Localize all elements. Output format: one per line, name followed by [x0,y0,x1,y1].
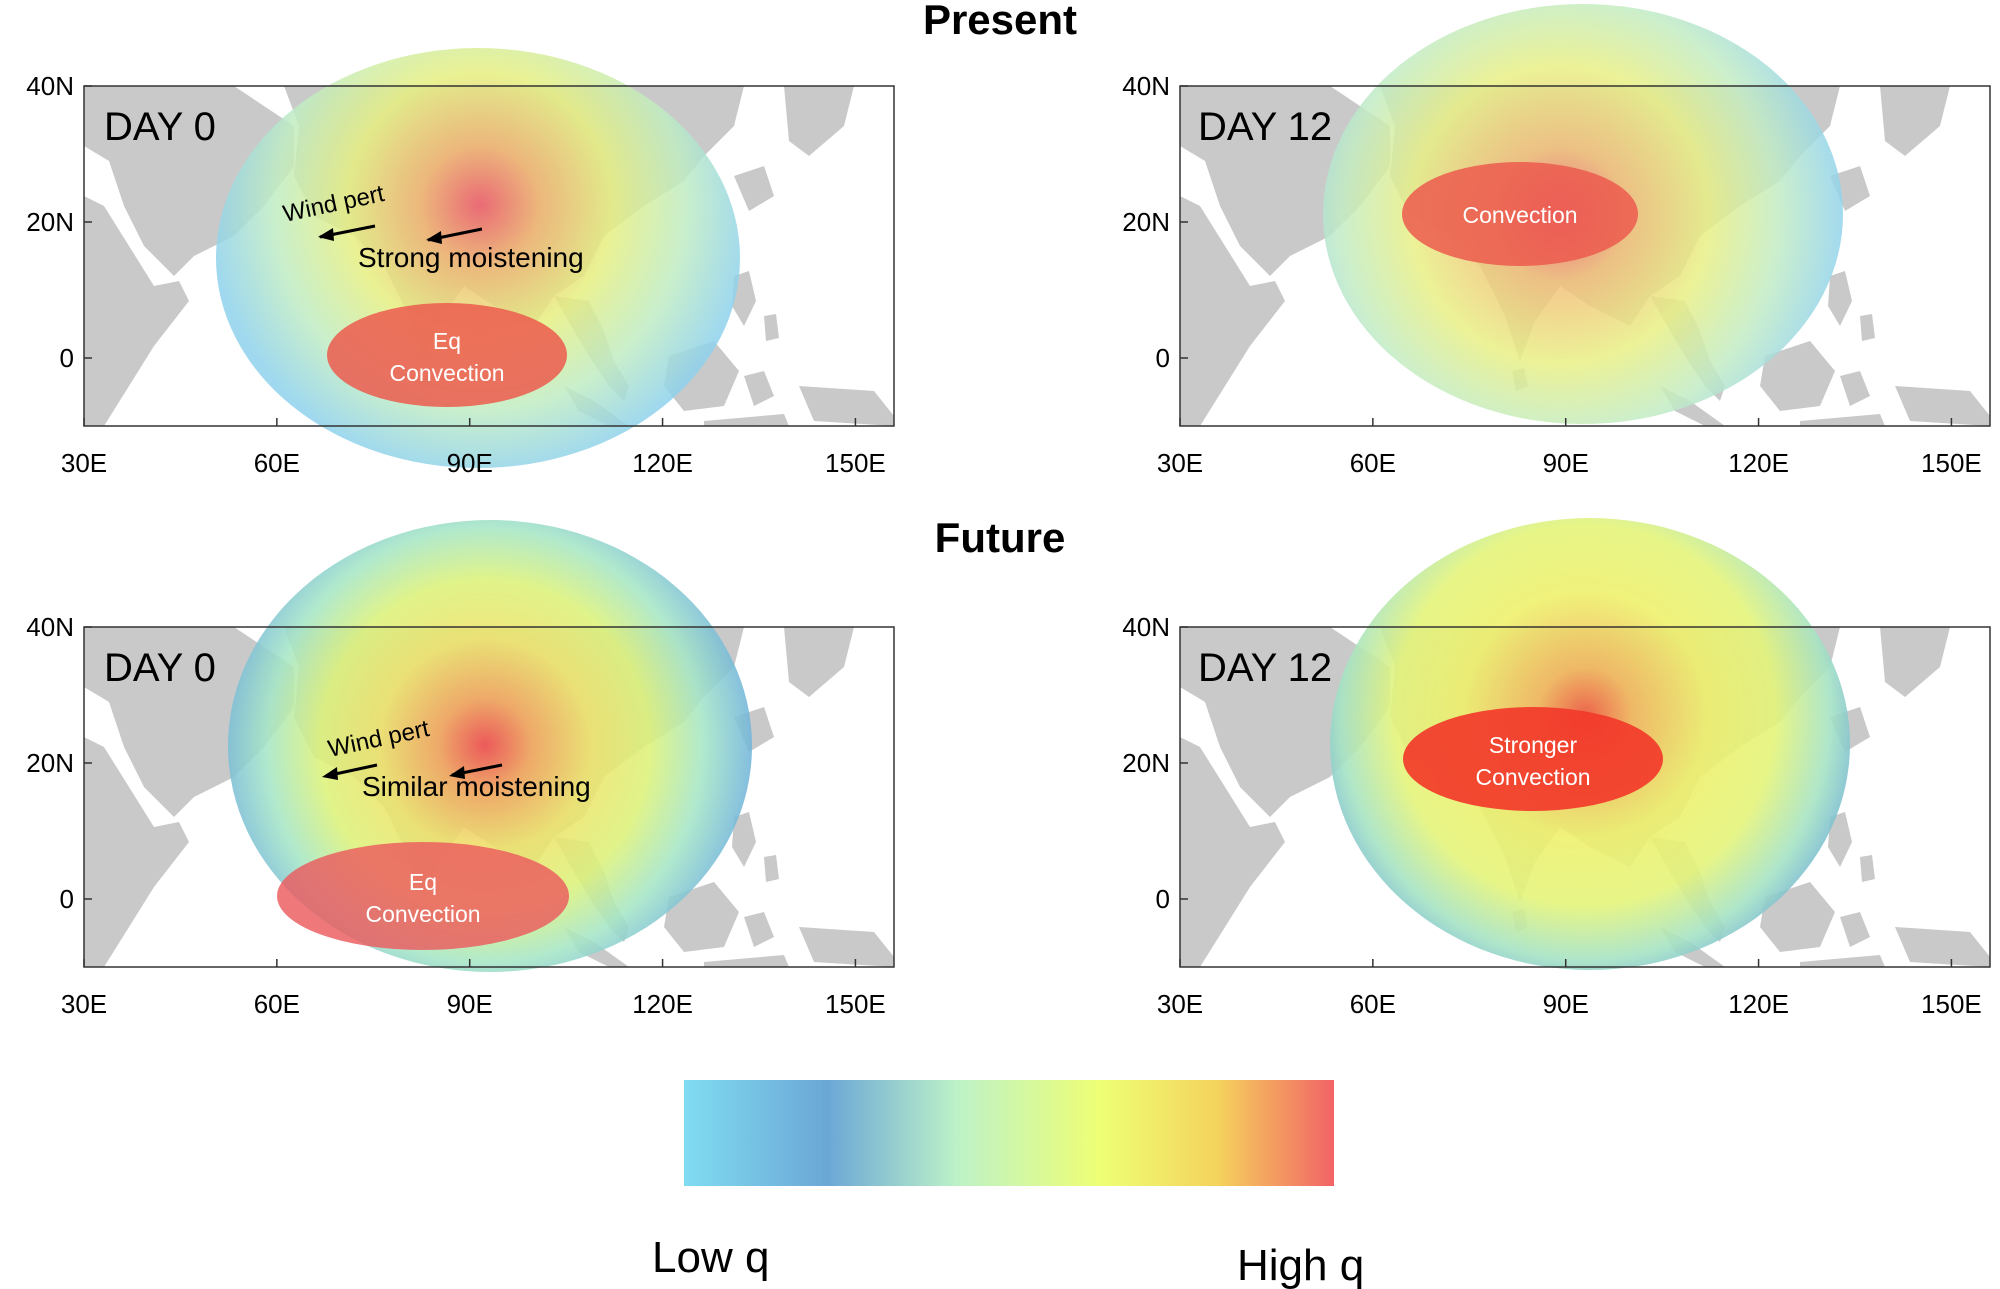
row-title-future: Future [935,514,1066,561]
lon-tick-label: 30E [1157,448,1203,478]
wind-arrow-1-head [322,767,338,780]
lat-tick-label: 40N [26,71,74,101]
lon-tick-label: 150E [1921,448,1982,478]
lon-tick-label: 60E [254,448,300,478]
lon-tick-label: 30E [1157,989,1203,1019]
convection-ellipse [277,842,569,950]
convection-label-line1: Eq [409,869,437,895]
convection-ellipse [327,303,567,407]
lon-tick-label: 60E [1350,448,1396,478]
lon-tick-label: 120E [1728,448,1789,478]
wind-arrow-2-head [426,231,442,244]
lat-tick-label: 20N [1122,207,1170,237]
wind-arrow-1-head [318,228,334,241]
lon-tick-label: 150E [825,448,886,478]
lon-tick-label: 30E [61,989,107,1019]
lat-tick-label: 40N [26,612,74,642]
lon-tick-label: 120E [1728,989,1789,1019]
convection-ellipse [1403,707,1663,811]
lon-tick-label: 150E [825,989,886,1019]
lon-tick-label: 120E [632,448,693,478]
lon-tick-label: 90E [447,448,493,478]
panel-future-day12: DAY 12 Stronger Convection [1179,518,1991,970]
day-label: DAY 12 [1198,105,1332,149]
lat-tick-label: 0 [1156,343,1170,373]
lat-tick-label: 20N [1122,748,1170,778]
lat-tick-label: 0 [60,343,74,373]
lat-tick-label: 20N [26,748,74,778]
convection-label-line1: Convection [1462,202,1577,228]
row-title-present: Present [923,0,1077,43]
convection-label-line1: Stronger [1489,732,1578,758]
colorbar [684,1080,1334,1186]
lon-tick-label: 60E [1350,989,1396,1019]
lon-tick-label: 90E [447,989,493,1019]
lon-tick-label: 120E [632,989,693,1019]
map-frame [1179,626,1991,968]
convection-label-line2: Convection [1475,764,1590,790]
day-label: DAY 12 [1198,646,1332,690]
lat-tick-label: 40N [1122,612,1170,642]
axis-labels: 30E 60E 90E 120E 150E 40N 20N 0 30E 60E 90E 120E 150… [26,71,1981,1019]
moistening-label: Similar moistening [362,771,591,802]
lon-tick-label: 90E [1543,448,1589,478]
panel-present-day0: DAY 0 Wind pert Strong moistening Eq Con… [83,48,895,468]
lon-tick-label: 90E [1543,989,1589,1019]
lat-tick-label: 20N [26,207,74,237]
lat-tick-label: 0 [60,884,74,914]
lon-tick-label: 60E [254,989,300,1019]
panel-future-day0: DAY 0 Wind pert Similar moistening Eq Co… [83,520,895,972]
convection-ellipse [1402,162,1638,266]
lat-tick-label: 40N [1122,71,1170,101]
map-frame [83,85,895,427]
day-label: DAY 0 [104,646,216,690]
wind-arrow-2-head [449,766,465,779]
convection-label-line1: Eq [433,328,461,354]
lat-tick-label: 0 [1156,884,1170,914]
colorbar-high-label: High q [1237,1241,1364,1289]
lon-tick-label: 30E [61,448,107,478]
map-frame [83,626,895,968]
convection-label-line2: Convection [389,360,504,386]
day-label: DAY 0 [104,105,216,149]
map-frame [1179,85,1991,427]
moistening-label: Strong moistening [358,242,584,273]
panel-present-day12: DAY 12 Convection [1179,4,1991,427]
colorbar-low-label: Low q [652,1233,769,1282]
lon-tick-label: 150E [1921,989,1982,1019]
convection-label-line2: Convection [365,901,480,927]
